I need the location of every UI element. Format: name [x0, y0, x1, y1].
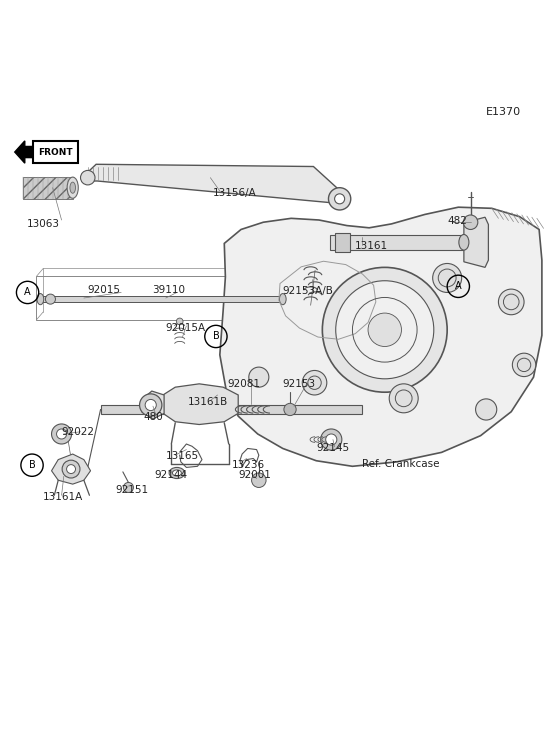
- Polygon shape: [15, 141, 33, 163]
- Text: 92153: 92153: [283, 379, 316, 389]
- Circle shape: [45, 294, 55, 305]
- Text: 13161: 13161: [355, 242, 388, 251]
- Circle shape: [323, 267, 447, 392]
- Circle shape: [463, 215, 478, 229]
- Circle shape: [139, 394, 162, 417]
- Circle shape: [145, 400, 156, 411]
- Bar: [101, 405, 362, 414]
- Polygon shape: [86, 164, 344, 203]
- Text: 92145: 92145: [316, 444, 349, 453]
- Circle shape: [329, 187, 351, 210]
- Polygon shape: [142, 391, 164, 419]
- Text: 13063: 13063: [27, 219, 60, 229]
- Circle shape: [326, 434, 337, 445]
- Circle shape: [302, 370, 327, 395]
- Circle shape: [57, 429, 67, 439]
- Circle shape: [321, 429, 342, 450]
- Circle shape: [123, 482, 133, 493]
- Bar: [335, 233, 350, 252]
- Ellipse shape: [172, 470, 181, 476]
- Polygon shape: [163, 384, 238, 425]
- Bar: [33, 141, 78, 163]
- Circle shape: [67, 465, 76, 474]
- Bar: [40, 296, 283, 302]
- Bar: [330, 235, 464, 250]
- Text: 92015: 92015: [88, 285, 121, 295]
- Circle shape: [433, 264, 461, 293]
- Circle shape: [52, 424, 72, 444]
- Polygon shape: [464, 217, 488, 267]
- Text: A: A: [455, 281, 461, 291]
- Text: 92153A/B: 92153A/B: [283, 285, 334, 296]
- Ellipse shape: [279, 294, 286, 305]
- Text: 92151: 92151: [115, 485, 149, 495]
- Text: 92081: 92081: [227, 379, 260, 389]
- Text: 92001: 92001: [238, 470, 271, 479]
- Text: B: B: [29, 460, 35, 470]
- Ellipse shape: [169, 468, 185, 479]
- Text: 92022: 92022: [62, 427, 95, 437]
- Text: 13236: 13236: [231, 460, 265, 470]
- Circle shape: [249, 367, 269, 387]
- Text: B: B: [213, 332, 220, 341]
- Circle shape: [81, 171, 95, 185]
- Circle shape: [475, 399, 497, 420]
- Text: 92015A: 92015A: [166, 323, 206, 333]
- Text: E1370: E1370: [486, 108, 521, 117]
- Circle shape: [368, 313, 402, 346]
- Text: 482: 482: [447, 216, 467, 226]
- Bar: [36, 276, 284, 320]
- Bar: [22, 176, 73, 199]
- Circle shape: [512, 353, 536, 376]
- Text: 480: 480: [143, 412, 163, 422]
- Circle shape: [336, 281, 434, 379]
- Text: 13165: 13165: [166, 451, 199, 461]
- Text: 39110: 39110: [152, 285, 185, 295]
- Circle shape: [251, 473, 266, 488]
- Circle shape: [62, 460, 80, 478]
- Ellipse shape: [459, 234, 469, 250]
- Text: 92144: 92144: [155, 470, 188, 479]
- Text: FRONT: FRONT: [38, 148, 73, 157]
- Circle shape: [176, 318, 183, 325]
- Circle shape: [335, 194, 344, 203]
- Text: 13161B: 13161B: [188, 397, 228, 407]
- Text: 13161A: 13161A: [43, 492, 83, 502]
- Ellipse shape: [37, 294, 44, 305]
- Ellipse shape: [67, 177, 78, 198]
- Text: A: A: [24, 288, 31, 297]
- Circle shape: [284, 403, 296, 416]
- Polygon shape: [220, 207, 542, 466]
- Text: Ref. Crankcase: Ref. Crankcase: [362, 458, 440, 468]
- Ellipse shape: [70, 182, 76, 193]
- Text: 13156/A: 13156/A: [213, 188, 257, 198]
- Polygon shape: [52, 454, 91, 484]
- Circle shape: [498, 289, 524, 315]
- Circle shape: [389, 384, 418, 413]
